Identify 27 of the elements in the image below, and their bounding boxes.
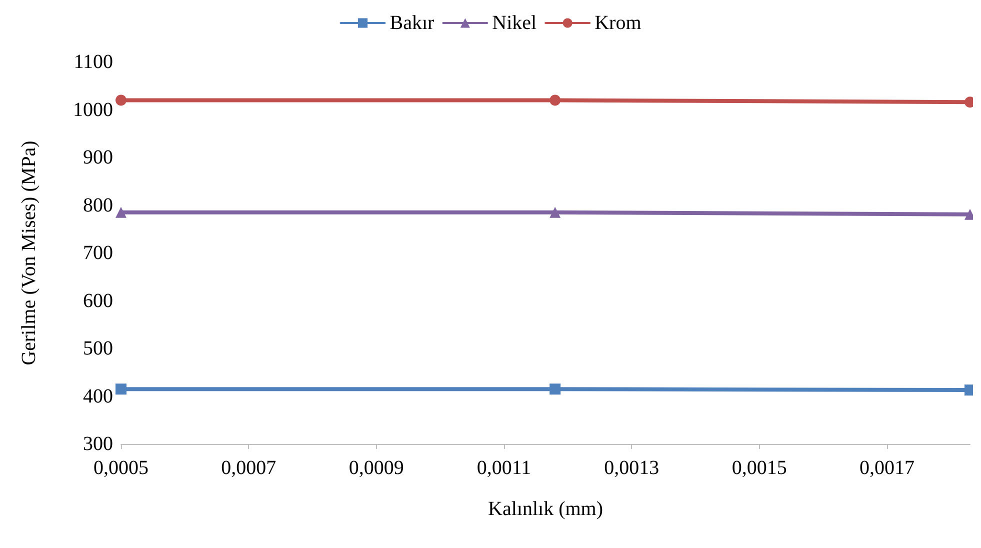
x-tick-label: 0,0007: [221, 457, 276, 479]
x-tick-label: 0,0011: [476, 457, 532, 479]
y-tick-label: 400: [83, 385, 113, 408]
y-axis-title: Gerilme (Von Mises) (MPa): [18, 140, 40, 366]
point: [550, 384, 561, 395]
legend-label: Krom: [594, 12, 642, 34]
legend-label: Nikel: [492, 12, 538, 34]
y-tick-label: 800: [83, 194, 113, 216]
y-tick-label: 700: [83, 242, 113, 264]
point: [116, 206, 126, 218]
x-tick-label: 0,0015: [732, 457, 787, 479]
y-tick-label: 500: [83, 338, 113, 360]
legend-label: Bakır: [390, 12, 435, 34]
y-tick-label: 600: [83, 290, 113, 312]
point: [116, 384, 126, 395]
y-tick-label: 900: [83, 146, 113, 168]
y-tick-label: 1100: [74, 51, 113, 73]
y-tick-label: 300: [83, 433, 113, 455]
x-tick-label: 0,0013: [604, 457, 660, 479]
x-tick-label: 0,0005: [94, 457, 148, 479]
point: [550, 206, 561, 218]
y-tick-label: 1000: [73, 98, 113, 121]
x-axis-title: Kalınlık (mm): [488, 498, 603, 520]
point: [116, 94, 126, 106]
x-tick-label: 0,0009: [348, 457, 404, 479]
x-tick-label: 0,0017: [860, 457, 915, 479]
point: [550, 94, 561, 106]
